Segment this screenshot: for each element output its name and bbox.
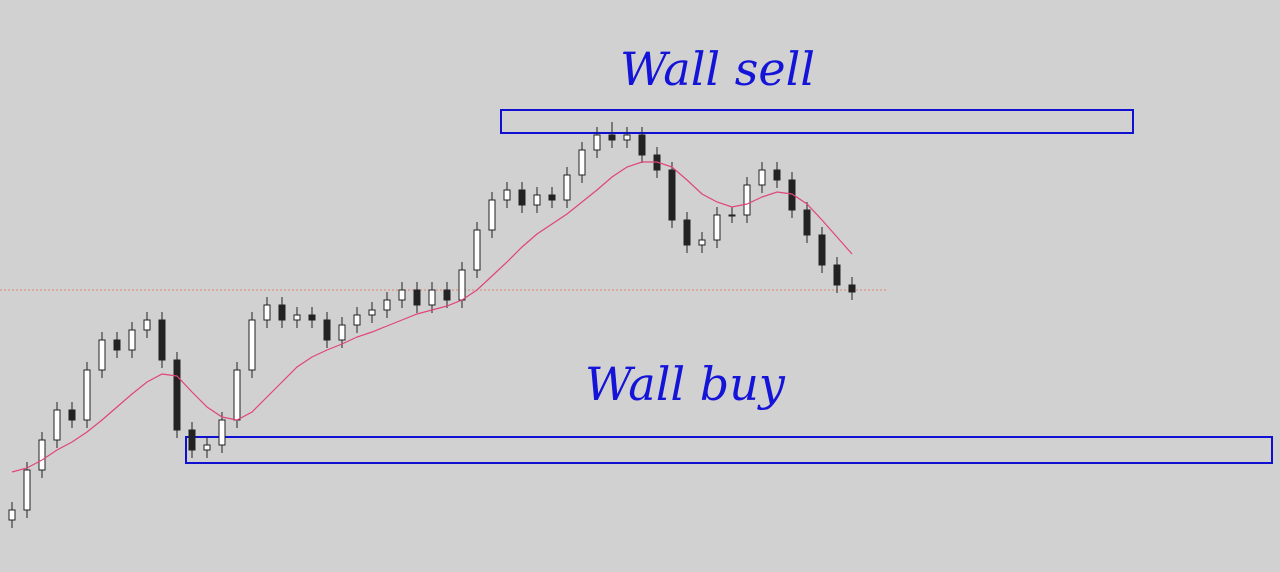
candle-body (518, 189, 526, 206)
candle-body (743, 184, 751, 216)
candle-body (848, 284, 856, 293)
candle-body (83, 369, 91, 421)
candle-body (263, 304, 271, 321)
candle-body (23, 469, 31, 511)
candle-body (698, 239, 706, 246)
candle-body (398, 289, 406, 301)
candle-body (473, 229, 481, 271)
candle-body (53, 409, 61, 441)
candle-body (623, 134, 631, 141)
candle-body (818, 234, 826, 266)
candle-body (788, 179, 796, 211)
candle-body (8, 509, 16, 521)
candle-body (113, 339, 121, 351)
candle-body (383, 299, 391, 311)
candle-body (98, 339, 106, 371)
candle-body (413, 289, 421, 306)
moving-average (11, 161, 853, 473)
candle-body (773, 169, 781, 181)
candle-body (188, 429, 196, 451)
candle-body (488, 199, 496, 231)
candle-body (503, 189, 511, 201)
candle-body (143, 319, 151, 331)
zone (500, 109, 1134, 134)
candle-body (308, 314, 316, 321)
candle-body (338, 324, 346, 341)
candle-body (593, 134, 601, 151)
candle-body (323, 319, 331, 341)
candle-body (803, 209, 811, 236)
candle-body (68, 409, 76, 421)
candle-body (158, 319, 166, 361)
candle-body (233, 369, 241, 421)
candle-body (278, 304, 286, 321)
candle-body (38, 439, 46, 471)
candle-body (128, 329, 136, 351)
candle-body (608, 134, 616, 141)
candle-body (638, 134, 646, 156)
zone (185, 436, 1273, 464)
candle-body (833, 264, 841, 286)
candle-body (728, 214, 736, 217)
candle-body (563, 174, 571, 201)
candle-body (218, 419, 226, 446)
candle-body (203, 444, 211, 451)
candle-body (458, 269, 466, 301)
candle-body (683, 219, 691, 246)
candle-body (293, 314, 301, 321)
candle-body (713, 214, 721, 241)
candle-body (353, 314, 361, 326)
candle-body (248, 319, 256, 371)
zone-label: Wall buy (585, 357, 786, 411)
candle-body (368, 309, 376, 316)
candle-body (758, 169, 766, 186)
candle-body (443, 289, 451, 301)
candle-body (173, 359, 181, 431)
zone-label: Wall sell (620, 42, 815, 96)
candle-body (533, 194, 541, 206)
candle-body (428, 289, 436, 306)
candle-body (548, 194, 556, 201)
candle-body (578, 149, 586, 176)
candle-body (668, 169, 676, 221)
